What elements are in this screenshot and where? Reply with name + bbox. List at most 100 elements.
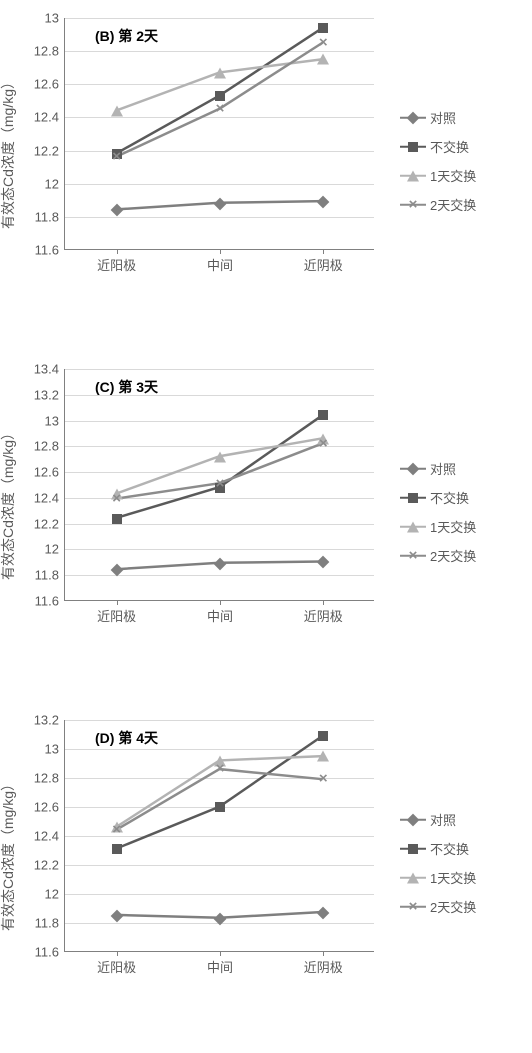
ytick-label: 13.2 xyxy=(34,387,65,402)
ytick-label: 12.4 xyxy=(34,490,65,505)
ytick-label: 12.4 xyxy=(34,110,65,125)
legend-swatch xyxy=(400,842,426,856)
ytick-label: 12.8 xyxy=(34,439,65,454)
legend-label: 1天交换 xyxy=(430,166,476,185)
ytick-label: 11.8 xyxy=(35,568,65,583)
triangle-marker xyxy=(317,751,329,762)
square-marker xyxy=(112,844,122,854)
legend-item: 对照 xyxy=(400,810,476,829)
legend-label: 对照 xyxy=(430,459,456,478)
legend-swatch xyxy=(400,111,426,125)
triangle-marker xyxy=(214,67,226,78)
xtick-label: 中间 xyxy=(207,951,233,976)
xtick-label: 近阴极 xyxy=(304,600,343,625)
xtick-label: 近阴极 xyxy=(304,249,343,274)
ytick-label: 12.6 xyxy=(34,800,65,815)
ytick-label: 12.6 xyxy=(34,77,65,92)
ytick-label: 12 xyxy=(45,542,65,557)
ytick-label: 12.2 xyxy=(34,858,65,873)
plot-area: 11.611.81212.212.412.612.81313.213.4近阳极中… xyxy=(64,369,374,601)
legend-swatch xyxy=(400,140,426,154)
ytick-label: 13 xyxy=(45,11,65,26)
legend-swatch xyxy=(400,169,426,183)
square-marker xyxy=(318,410,328,420)
legend-swatch xyxy=(400,462,426,476)
ytick-label: 12.2 xyxy=(34,143,65,158)
legend-label: 1天交换 xyxy=(430,868,476,887)
xtick-label: 中间 xyxy=(207,249,233,274)
xtick-label: 近阳极 xyxy=(97,249,136,274)
y-axis-label: 有效态Cd浓度（mg/kg） xyxy=(0,777,18,931)
legend-label: 对照 xyxy=(430,810,456,829)
ytick-label: 12.4 xyxy=(34,829,65,844)
legend-item: 不交换 xyxy=(400,137,476,156)
ytick-label: 12 xyxy=(45,887,65,902)
diamond-marker xyxy=(112,566,121,575)
legend: 对照不交换 1天交换 × 2天交换 xyxy=(400,108,476,224)
legend-label: 对照 xyxy=(430,108,456,127)
square-marker xyxy=(112,514,122,524)
legend-swatch: × xyxy=(400,198,426,212)
series-line xyxy=(117,769,323,830)
legend-swatch: × xyxy=(400,900,426,914)
chart-panel-C: 有效态Cd浓度（mg/kg）11.611.81212.212.412.612.8… xyxy=(0,369,532,702)
chart-panel-B: 有效态Cd浓度（mg/kg）11.611.81212.212.412.612.8… xyxy=(0,18,532,351)
ytick-label: 13.2 xyxy=(34,713,65,728)
ytick-label: 12.2 xyxy=(34,516,65,531)
legend-item: 1天交换 xyxy=(400,868,476,887)
legend-item: ×2天交换 xyxy=(400,897,476,916)
triangle-marker xyxy=(214,451,226,462)
chart-panel-D: 有效态Cd浓度（mg/kg）11.611.81212.212.412.612.8… xyxy=(0,720,532,1053)
triangle-marker xyxy=(317,54,329,65)
ytick-label: 12.8 xyxy=(34,44,65,59)
legend-swatch: × xyxy=(400,549,426,563)
legend-item: × 2天交换 xyxy=(400,546,476,565)
ytick-label: 13.4 xyxy=(34,362,65,377)
ytick-label: 11.6 xyxy=(35,243,65,258)
ytick-label: 11.8 xyxy=(35,209,65,224)
legend-label: 2天交换 xyxy=(430,195,476,214)
panel-title: (D) 第 4天 xyxy=(95,728,158,748)
ytick-label: 13 xyxy=(45,413,65,428)
xtick-label: 近阳极 xyxy=(97,951,136,976)
y-axis-label: 有效态Cd浓度（mg/kg） xyxy=(0,75,18,229)
diamond-marker xyxy=(319,197,328,206)
series-line xyxy=(117,415,323,518)
legend-label: 不交换 xyxy=(430,839,469,858)
xtick-label: 近阳极 xyxy=(97,600,136,625)
legend-label: 不交换 xyxy=(430,137,469,156)
legend: 对照不交换 1天交换 ×2天交换 xyxy=(400,810,476,926)
ytick-label: 11.8 xyxy=(35,916,65,931)
legend-item: 不交换 xyxy=(400,839,476,858)
legend-swatch xyxy=(400,491,426,505)
panel-title: (B) 第 2天 xyxy=(95,26,158,46)
ytick-label: 12.8 xyxy=(34,771,65,786)
legend-item: 1天交换 xyxy=(400,517,476,536)
ytick-label: 13 xyxy=(45,742,65,757)
diamond-marker xyxy=(216,199,225,208)
square-marker xyxy=(318,23,328,33)
ytick-label: 12 xyxy=(45,176,65,191)
legend-label: 不交换 xyxy=(430,488,469,507)
diamond-marker xyxy=(319,558,328,567)
square-marker xyxy=(215,802,225,812)
xtick-label: 近阴极 xyxy=(304,951,343,976)
legend-label: 1天交换 xyxy=(430,517,476,536)
ytick-label: 11.6 xyxy=(35,594,65,609)
legend-item: 对照 xyxy=(400,459,476,478)
plot-area: 11.611.81212.212.412.612.813近阳极中间近阴极×××(… xyxy=(64,18,374,250)
legend-item: 对照 xyxy=(400,108,476,127)
legend-item: 1天交换 xyxy=(400,166,476,185)
legend-swatch xyxy=(400,871,426,885)
legend-label: 2天交换 xyxy=(430,546,476,565)
plot-area: 11.611.81212.212.412.612.81313.2近阳极中间近阴极… xyxy=(64,720,374,952)
ytick-label: 12.6 xyxy=(34,465,65,480)
diamond-marker xyxy=(216,559,225,568)
diamond-marker xyxy=(112,206,121,215)
ytick-label: 11.6 xyxy=(35,945,65,960)
square-marker xyxy=(318,731,328,741)
legend-swatch xyxy=(400,813,426,827)
legend-item: × 2天交换 xyxy=(400,195,476,214)
xtick-label: 中间 xyxy=(207,600,233,625)
legend-item: 不交换 xyxy=(400,488,476,507)
